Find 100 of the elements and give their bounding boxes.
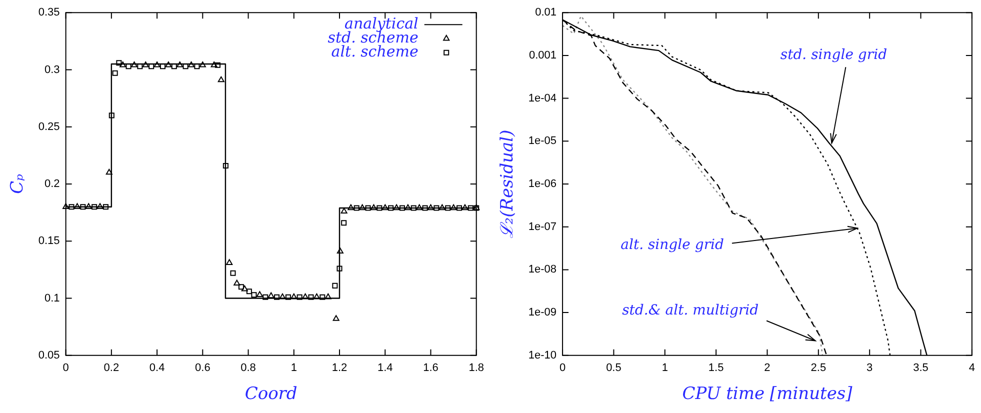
point	[456, 205, 462, 211]
point	[365, 205, 371, 211]
point	[285, 294, 291, 300]
x-tick-label: 0.2	[104, 362, 120, 374]
point	[320, 294, 326, 300]
x-tick-label: 1.5	[708, 362, 724, 374]
point	[62, 203, 70, 209]
point	[279, 293, 286, 300]
point	[226, 259, 233, 265]
point	[238, 284, 244, 290]
x-tick-label: 1	[290, 362, 297, 374]
y-tick-label: 0.05	[38, 349, 60, 362]
x-tick-label: 1.4	[377, 362, 393, 374]
point	[336, 248, 344, 254]
point	[154, 61, 160, 68]
point	[68, 204, 74, 210]
point	[188, 61, 195, 68]
x-tick-label: 3	[866, 362, 873, 374]
point	[199, 61, 206, 68]
point	[120, 61, 126, 68]
point	[354, 205, 360, 211]
point	[80, 204, 86, 210]
point	[434, 205, 440, 211]
x-tick-label: 0.5	[606, 362, 622, 374]
point	[176, 61, 184, 68]
y-tick-label: 1e-05	[528, 135, 557, 148]
point	[74, 203, 80, 209]
point	[296, 294, 302, 300]
point	[268, 292, 274, 298]
point	[399, 205, 405, 211]
point	[438, 204, 446, 210]
point	[332, 282, 338, 288]
y-tick-label: 0.15	[38, 235, 60, 248]
point	[246, 288, 252, 294]
point	[241, 285, 248, 292]
point	[382, 204, 388, 210]
point	[142, 61, 149, 68]
x-tick-label: 2	[764, 362, 770, 374]
point	[445, 205, 451, 211]
point	[404, 204, 412, 210]
point	[416, 204, 423, 210]
point	[165, 61, 172, 68]
x-axis-title: CPU time [minutes]	[682, 384, 853, 404]
point	[222, 162, 228, 168]
point	[324, 293, 332, 300]
point	[262, 294, 268, 300]
point	[214, 62, 220, 68]
point	[96, 203, 104, 209]
point	[340, 208, 348, 214]
x-tick-label: 4	[968, 362, 976, 374]
point	[332, 315, 340, 321]
point	[422, 205, 428, 211]
point	[290, 293, 298, 300]
x-tick-label: 0.8	[240, 362, 256, 374]
y-tick-label: 0.01	[535, 6, 557, 19]
point	[370, 204, 377, 210]
x-tick-label: 0	[62, 362, 69, 374]
point	[251, 292, 257, 298]
point	[462, 204, 468, 210]
x-tick-label: 1	[662, 362, 668, 374]
y-tick-label: 0.3	[44, 64, 60, 76]
point	[102, 204, 108, 210]
point	[85, 203, 92, 209]
annotation: alt. single grid	[620, 236, 724, 253]
y-tick-label: 0.25	[38, 120, 60, 133]
point	[348, 204, 354, 210]
point	[388, 205, 394, 211]
x-tick-label: 1.2	[332, 362, 348, 374]
point	[302, 293, 309, 300]
legend-label: analytical	[344, 14, 419, 32]
y-tick-label: 1e-07	[528, 220, 557, 233]
point	[218, 76, 224, 82]
y-axis-title: Cₚ	[8, 174, 28, 194]
point	[427, 204, 434, 210]
point	[410, 205, 416, 211]
y-tick-label: 1e-09	[528, 306, 557, 319]
point	[106, 168, 112, 175]
y-tick-label: 0.001	[529, 49, 557, 62]
x-tick-label: 0.4	[149, 362, 165, 374]
point	[393, 204, 400, 210]
y-tick-label: 0.1	[44, 292, 60, 304]
point	[341, 220, 347, 226]
x-tick-label: 1.8	[468, 362, 484, 374]
x-tick-label: 3.5	[913, 362, 928, 374]
y-tick-label: 1e-10	[528, 349, 557, 362]
point	[108, 112, 114, 118]
y-tick-label: 1e-06	[528, 178, 557, 190]
point	[230, 270, 236, 276]
point	[92, 204, 98, 210]
legend-label: alt. scheme	[331, 42, 418, 60]
point	[210, 61, 218, 68]
point	[130, 61, 138, 68]
y-axis-title: ℒ₂(Residual)	[498, 130, 518, 238]
point	[376, 205, 382, 211]
x-tick-label: 2.5	[810, 362, 826, 374]
x-tick-label: 0	[559, 362, 566, 374]
point	[112, 70, 118, 76]
point	[336, 266, 342, 272]
point	[116, 60, 122, 66]
y-tick-label: 1e-04	[528, 92, 557, 104]
